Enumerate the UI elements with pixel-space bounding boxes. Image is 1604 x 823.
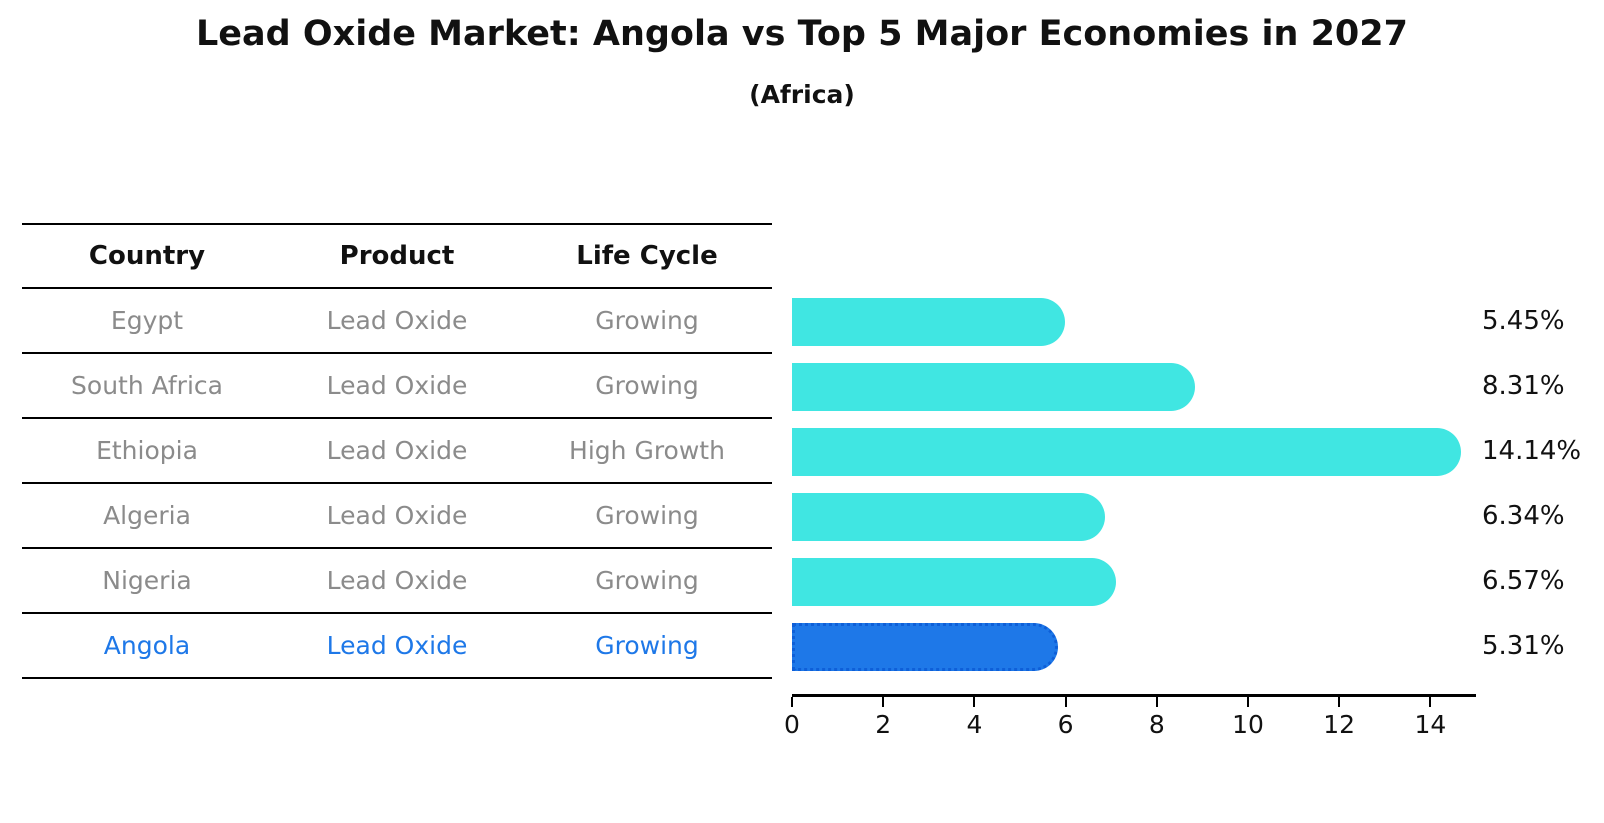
col-header-lifecycle: Life Cycle [576,241,718,271]
cell-lifecycle: Growing [595,371,699,400]
x-axis-tick [791,697,793,707]
table-header-row: Country Product Life Cycle [22,223,772,289]
table-row-algeria: Algeria Lead Oxide Growing [22,484,772,549]
x-axis-tick-label: 10 [1232,710,1264,739]
country-table: Country Product Life Cycle Egypt Lead Ox… [22,223,772,679]
cell-country: Algeria [103,501,191,530]
value-label-south-africa: 8.31% [1482,370,1565,401]
value-label-egypt: 5.45% [1482,305,1565,336]
x-axis-tick-label: 4 [966,710,983,739]
cell-lifecycle: Growing [595,631,699,660]
cell-country: Angola [103,631,191,660]
bar-nigeria [792,557,1116,606]
x-axis-tick-label: 6 [1057,710,1074,739]
cell-product: Lead Oxide [326,566,468,595]
cell-product: Lead Oxide [326,371,468,400]
cell-product: Lead Oxide [326,436,468,465]
x-axis-tick [1247,697,1249,707]
table-row-south-africa: South Africa Lead Oxide Growing [22,354,772,419]
table-row-nigeria: Nigeria Lead Oxide Growing [22,549,772,614]
value-label-nigeria: 6.57% [1482,565,1565,596]
chart-subtitle: (Africa) [749,80,855,109]
value-label-ethiopia: 14.14% [1482,435,1582,466]
cell-lifecycle: High Growth [569,436,725,465]
value-label-algeria: 6.34% [1482,500,1565,531]
bar-angola-highlight [792,622,1059,671]
value-label-angola: 5.31% [1482,630,1565,661]
cell-lifecycle: Growing [595,501,699,530]
cell-country: Nigeria [102,566,192,595]
x-axis-tick [882,697,885,707]
bar-south-africa [792,362,1195,411]
x-axis-line [792,694,1476,697]
table-row-angola: Angola Lead Oxide Growing [22,614,772,679]
table-row-ethiopia: Ethiopia Lead Oxide High Growth [22,419,772,484]
col-header-country: Country [88,241,206,271]
cell-country: Egypt [110,306,184,335]
bar-egypt [792,297,1065,346]
bar-algeria [792,492,1106,541]
x-axis-tick [1155,697,1158,707]
cell-country: South Africa [71,371,223,400]
cell-lifecycle: Growing [595,566,699,595]
chart-title: Lead Oxide Market: Angola vs Top 5 Major… [195,14,1408,54]
cell-lifecycle: Growing [595,306,699,335]
x-axis-tick-label: 2 [875,710,892,739]
x-axis-tick-label: 0 [784,710,800,739]
x-axis-tick [1338,697,1341,707]
bar-ethiopia [792,427,1461,476]
cell-product: Lead Oxide [326,306,468,335]
cell-product: Lead Oxide [326,631,468,660]
col-header-product: Product [339,241,455,271]
x-axis-tick [973,697,976,707]
table-row-egypt: Egypt Lead Oxide Growing [22,289,772,354]
x-axis-tick [1064,697,1067,707]
cell-country: Ethiopia [96,436,198,465]
cell-product: Lead Oxide [326,501,468,530]
x-axis-tick-label: 8 [1148,710,1165,739]
x-axis-tick [1429,697,1432,707]
x-axis-tick-label: 14 [1414,710,1447,739]
x-axis-tick-label: 12 [1323,710,1356,739]
